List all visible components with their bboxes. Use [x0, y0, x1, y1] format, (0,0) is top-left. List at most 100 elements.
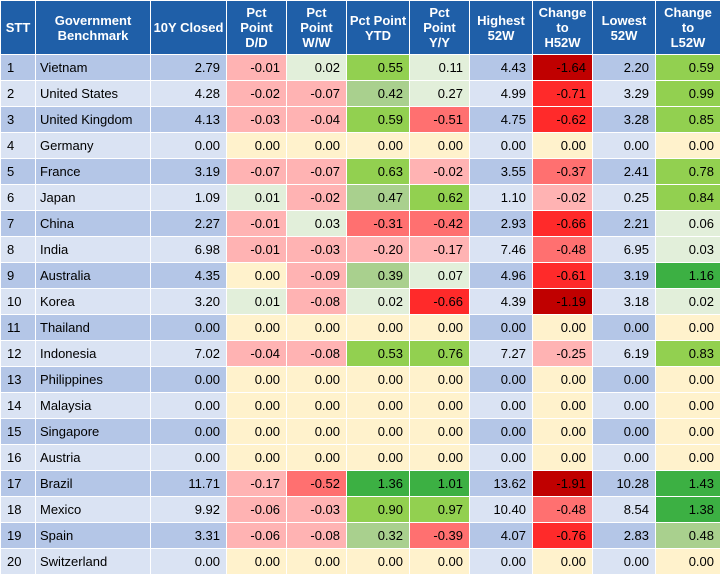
table-row: 1 Vietnam 2.79 -0.01 0.02 0.55 0.11 4.43 -1.64 2.…	[0, 54, 720, 81]
high52-cell: 0.00	[469, 132, 533, 159]
yy-cell: 1.01	[409, 470, 470, 497]
stt-cell: 11	[0, 314, 36, 341]
header-label-line: Pct	[246, 5, 267, 20]
change-l52-cell: 1.43	[655, 470, 720, 497]
change-h52-cell: -1.19	[532, 288, 593, 315]
dd-cell: -0.03	[226, 106, 287, 133]
low52-cell: 0.00	[592, 392, 656, 419]
low52-cell: 2.41	[592, 158, 656, 185]
header-label-line: L52W	[670, 35, 706, 50]
yy-cell: 0.62	[409, 184, 470, 211]
high52-cell: 0.00	[469, 444, 533, 471]
low52-cell: 0.00	[592, 418, 656, 445]
change-l52-cell: 0.00	[655, 444, 720, 471]
col-benchmark-header: Government Benchmark	[35, 0, 151, 55]
change-h52-cell: -1.64	[532, 54, 593, 81]
table-row: 11 Thailand 0.00 0.00 0.00 0.00 0.00 0.00 0.00 0.…	[0, 314, 720, 341]
change-h52-cell: -0.02	[532, 184, 593, 211]
ytd-cell: 0.00	[346, 132, 410, 159]
low52-cell: 6.95	[592, 236, 656, 263]
header-label-line: Point	[240, 20, 273, 35]
table-row: 12 Indonesia 7.02 -0.04 -0.08 0.53 0.76 7.27 -0.…	[0, 340, 720, 367]
ww-cell: 0.00	[286, 132, 347, 159]
change-l52-cell: 0.02	[655, 288, 720, 315]
yy-cell: -0.17	[409, 236, 470, 263]
high52-cell: 4.96	[469, 262, 533, 289]
country-cell: Indonesia	[35, 340, 151, 367]
col-high52-header: Highest 52W	[469, 0, 533, 55]
closed-cell: 4.28	[150, 80, 227, 107]
high52-cell: 4.75	[469, 106, 533, 133]
change-h52-cell: -0.62	[532, 106, 593, 133]
stt-cell: 14	[0, 392, 36, 419]
low52-cell: 0.00	[592, 366, 656, 393]
closed-cell: 9.92	[150, 496, 227, 523]
closed-cell: 0.00	[150, 132, 227, 159]
ww-cell: 0.00	[286, 418, 347, 445]
closed-cell: 0.00	[150, 444, 227, 471]
table-row: 3 United Kingdom 4.13 -0.03 -0.04 0.59 -0.51 4.…	[0, 106, 720, 133]
change-h52-cell: 0.00	[532, 444, 593, 471]
dd-cell: 0.00	[226, 366, 287, 393]
header-label-line: W/W	[302, 35, 331, 50]
dd-cell: -0.02	[226, 80, 287, 107]
col-dd-header: Pct Point D/D	[226, 0, 287, 55]
header-label-line: 52W	[487, 27, 515, 43]
country-cell: Thailand	[35, 314, 151, 341]
yy-cell: 0.11	[409, 54, 470, 81]
ytd-cell: 0.00	[346, 392, 410, 419]
header-label-line: Point	[423, 20, 456, 35]
ww-cell: -0.07	[286, 158, 347, 185]
change-h52-cell: -0.61	[532, 262, 593, 289]
ww-cell: -0.52	[286, 470, 347, 497]
closed-cell: 3.19	[150, 158, 227, 185]
dd-cell: 0.00	[226, 314, 287, 341]
low52-cell: 2.21	[592, 210, 656, 237]
closed-cell: 0.00	[150, 418, 227, 445]
change-h52-cell: 0.00	[532, 418, 593, 445]
low52-cell: 10.28	[592, 470, 656, 497]
yy-cell: 0.76	[409, 340, 470, 367]
header-label-line: Y/Y	[429, 35, 450, 50]
change-l52-cell: 0.06	[655, 210, 720, 237]
yy-cell: 0.00	[409, 366, 470, 393]
closed-cell: 0.00	[150, 392, 227, 419]
closed-cell: 11.71	[150, 470, 227, 497]
low52-cell: 2.20	[592, 54, 656, 81]
change-l52-cell: 0.85	[655, 106, 720, 133]
low52-cell: 0.00	[592, 444, 656, 471]
stt-cell: 15	[0, 418, 36, 445]
stt-cell: 17	[0, 470, 36, 497]
header-label-line: Point	[300, 20, 333, 35]
ww-cell: -0.04	[286, 106, 347, 133]
country-cell: France	[35, 158, 151, 185]
change-l52-cell: 0.00	[655, 392, 720, 419]
ww-cell: -0.08	[286, 288, 347, 315]
ytd-cell: 0.53	[346, 340, 410, 367]
header-label-line: Change	[664, 5, 712, 20]
stt-cell: 13	[0, 366, 36, 393]
table-row: 15 Singapore 0.00 0.00 0.00 0.00 0.00 0.00 0.00 0…	[0, 418, 720, 445]
ww-cell: -0.09	[286, 262, 347, 289]
closed-cell: 4.13	[150, 106, 227, 133]
high52-cell: 13.62	[469, 470, 533, 497]
closed-cell: 4.35	[150, 262, 227, 289]
dd-cell: -0.17	[226, 470, 287, 497]
col-change-l52-header: Change to L52W	[655, 0, 720, 55]
ww-cell: -0.08	[286, 522, 347, 549]
stt-cell: 20	[0, 548, 36, 575]
header-label-line: Benchmark	[57, 27, 129, 43]
ww-cell: -0.03	[286, 236, 347, 263]
header-label-line: to	[681, 20, 695, 35]
low52-cell: 3.18	[592, 288, 656, 315]
country-cell: United States	[35, 80, 151, 107]
country-cell: Japan	[35, 184, 151, 211]
ytd-cell: 0.00	[346, 548, 410, 575]
table-row: 5 France 3.19 -0.07 -0.07 0.63 -0.02 3.55 -0.37 2…	[0, 158, 720, 185]
stt-cell: 6	[0, 184, 36, 211]
header-label-line: Pct Point	[349, 12, 407, 28]
change-l52-cell: 0.48	[655, 522, 720, 549]
table-body: 1 Vietnam 2.79 -0.01 0.02 0.55 0.11 4.43 -1.64 2.…	[0, 54, 720, 575]
change-h52-cell: 0.00	[532, 314, 593, 341]
yy-cell: -0.39	[409, 522, 470, 549]
